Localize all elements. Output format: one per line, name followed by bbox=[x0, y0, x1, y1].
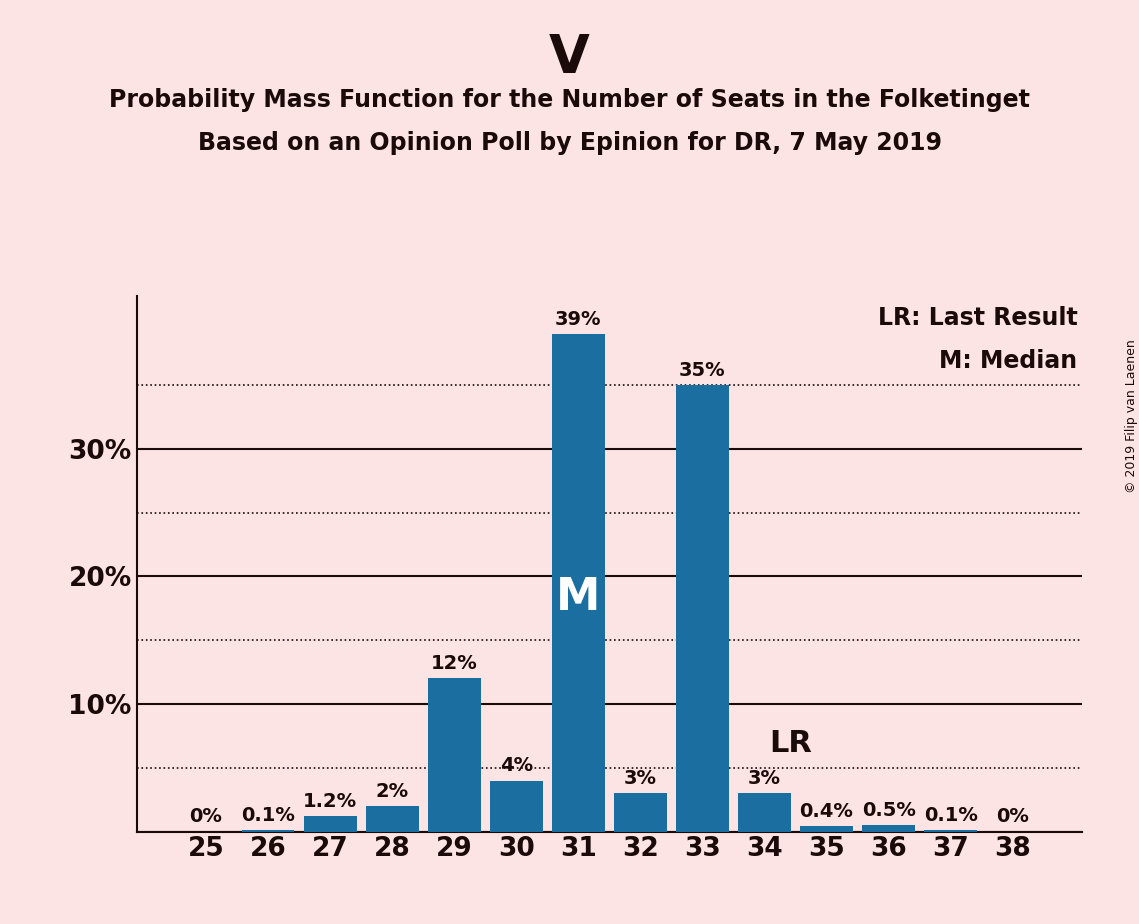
Text: 0%: 0% bbox=[997, 808, 1030, 826]
Text: 12%: 12% bbox=[431, 654, 477, 674]
Text: 0.5%: 0.5% bbox=[862, 801, 916, 821]
Bar bbox=[677, 385, 729, 832]
Text: 2%: 2% bbox=[376, 782, 409, 801]
Text: 0.1%: 0.1% bbox=[241, 807, 295, 825]
Text: V: V bbox=[549, 32, 590, 84]
Text: 0%: 0% bbox=[189, 808, 222, 826]
Text: 0.1%: 0.1% bbox=[924, 807, 977, 825]
Text: 39%: 39% bbox=[555, 310, 601, 329]
Bar bbox=[490, 781, 542, 832]
Bar bbox=[738, 794, 790, 832]
Bar bbox=[924, 831, 977, 832]
Bar bbox=[801, 826, 853, 832]
Text: LR: Last Result: LR: Last Result bbox=[877, 307, 1077, 331]
Bar bbox=[614, 794, 666, 832]
Text: Based on an Opinion Poll by Epinion for DR, 7 May 2019: Based on an Opinion Poll by Epinion for … bbox=[197, 131, 942, 155]
Text: 4%: 4% bbox=[500, 757, 533, 775]
Bar bbox=[241, 831, 295, 832]
Text: LR: LR bbox=[770, 729, 812, 758]
Text: 35%: 35% bbox=[679, 361, 726, 380]
Bar bbox=[862, 825, 915, 832]
Text: M: Median: M: Median bbox=[940, 349, 1077, 373]
Bar bbox=[366, 806, 418, 832]
Bar bbox=[552, 334, 605, 832]
Text: © 2019 Filip van Laenen: © 2019 Filip van Laenen bbox=[1124, 339, 1138, 492]
Text: Probability Mass Function for the Number of Seats in the Folketinget: Probability Mass Function for the Number… bbox=[109, 88, 1030, 112]
Text: 0.4%: 0.4% bbox=[800, 802, 853, 821]
Bar bbox=[304, 816, 357, 832]
Bar bbox=[428, 678, 481, 832]
Text: M: M bbox=[556, 577, 600, 619]
Text: 3%: 3% bbox=[624, 769, 657, 788]
Text: 1.2%: 1.2% bbox=[303, 792, 358, 811]
Text: 3%: 3% bbox=[748, 769, 781, 788]
